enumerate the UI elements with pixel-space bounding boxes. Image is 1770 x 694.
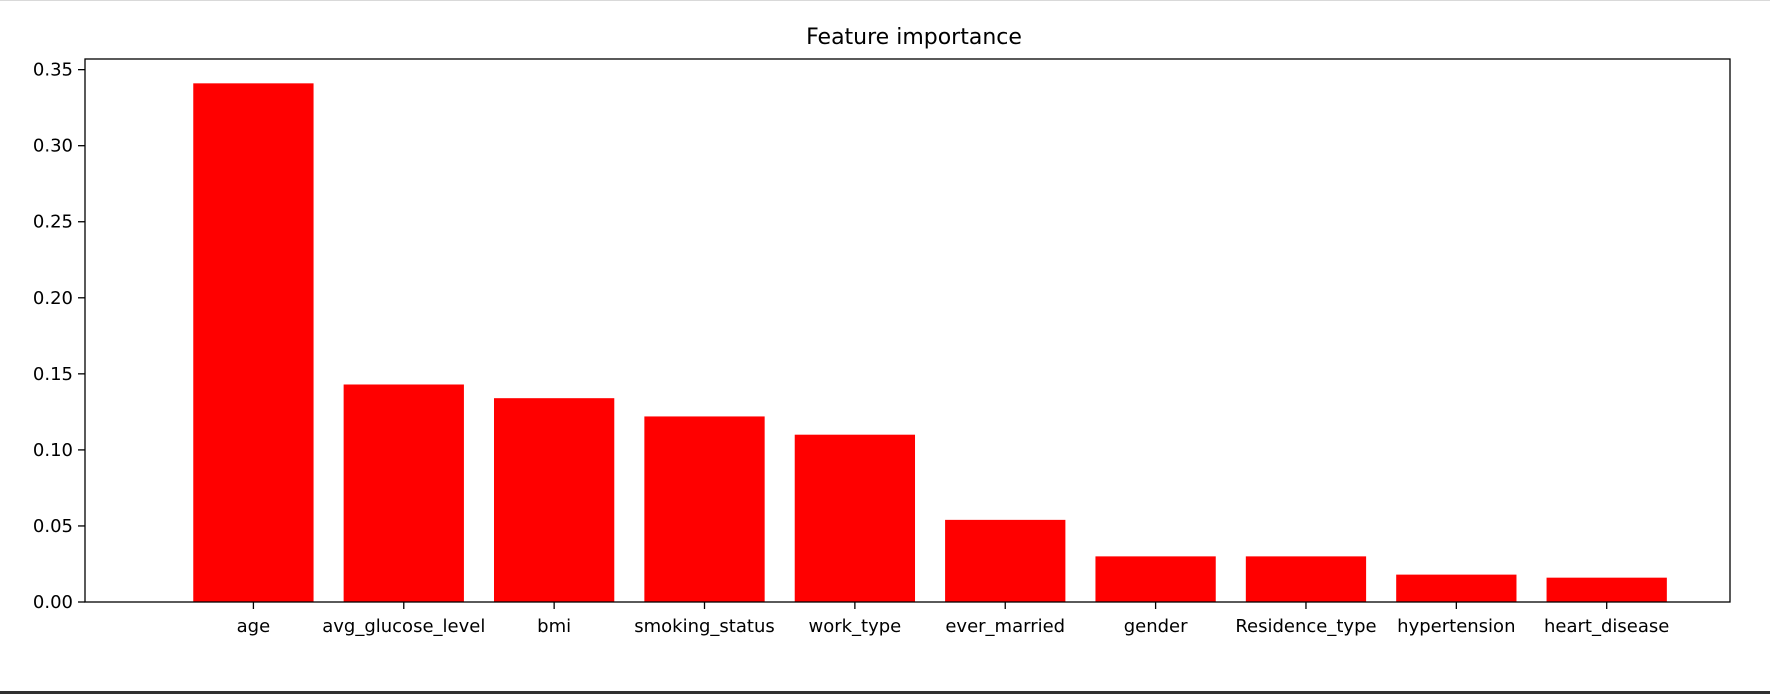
y-tick-label: 0.00	[33, 592, 73, 613]
y-axis: 0.00 0.05 0.10 0.15 0.20 0.25 0.30 0.35	[33, 60, 85, 613]
y-tick-label: 0.20	[33, 288, 73, 309]
bar-gender	[1095, 556, 1216, 602]
window-top-border	[0, 0, 1770, 1]
bar-residence-type	[1245, 556, 1367, 602]
x-tick-label: gender	[1124, 616, 1188, 637]
bar-heart-disease	[1546, 577, 1667, 602]
bar-smoking-status	[644, 416, 765, 602]
bar-avg-glucose-level	[343, 384, 464, 602]
bar-ever-married	[945, 519, 1066, 602]
bar-age	[193, 83, 314, 603]
x-tick-label: smoking_status	[634, 616, 775, 637]
window-bottom-border	[0, 691, 1770, 694]
bar-bmi	[493, 398, 615, 602]
bar-hypertension	[1396, 574, 1517, 602]
x-tick-label: ever_married	[945, 616, 1065, 637]
y-tick-label: 0.30	[33, 136, 73, 157]
y-tick-label: 0.35	[33, 60, 73, 81]
plot-area-frame	[84, 58, 1731, 603]
bars	[193, 83, 1667, 603]
chart-title: Feature importance	[806, 25, 1022, 50]
y-tick-label: 0.25	[33, 212, 73, 233]
y-tick-label: 0.10	[33, 440, 73, 461]
x-tick-label: bmi	[537, 616, 571, 637]
x-tick-label: work_type	[808, 616, 901, 637]
x-tick-label: avg_glucose_level	[322, 616, 485, 637]
bar-work-type	[794, 434, 916, 602]
y-tick-label: 0.15	[33, 364, 73, 385]
x-tick-label: heart_disease	[1544, 616, 1669, 637]
y-tick-label: 0.05	[33, 516, 73, 537]
x-tick-label: Residence_type	[1235, 616, 1376, 637]
x-tick-label: age	[237, 616, 271, 637]
x-axis: age avg_glucose_level bmi smoking_status wor…	[237, 602, 1669, 637]
x-tick-label: hypertension	[1397, 616, 1515, 637]
